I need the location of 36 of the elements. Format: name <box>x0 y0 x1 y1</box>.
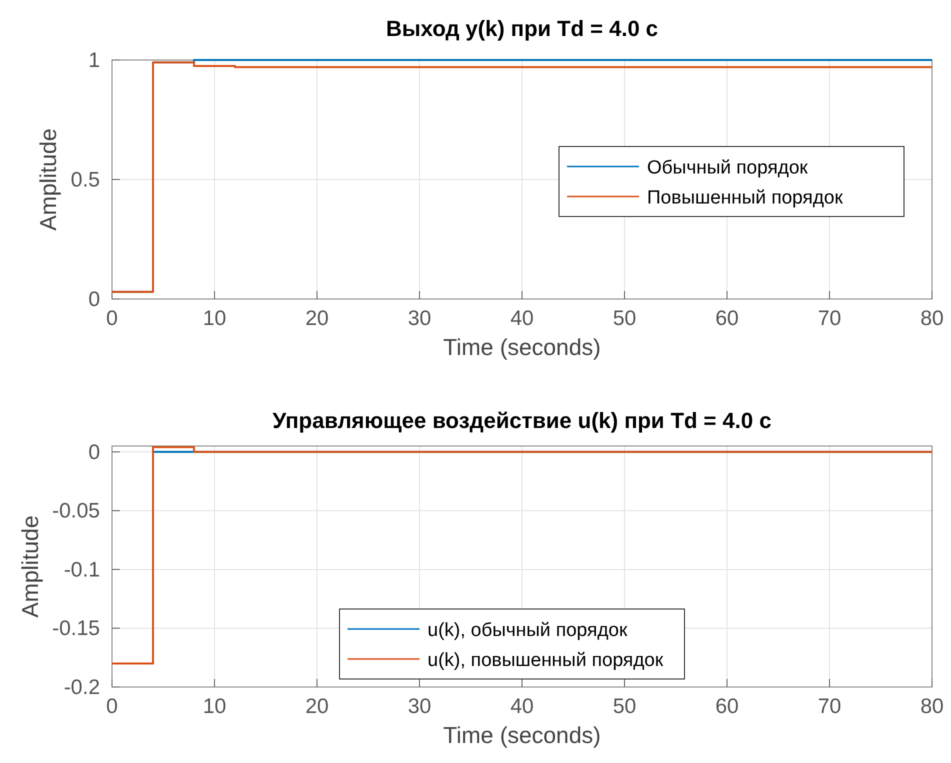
chart-title: Управляющее воздействие u(k) при Td = 4.0 с <box>272 408 772 433</box>
y-axis-title: Amplitude <box>35 128 61 231</box>
x-tick-label: 10 <box>202 695 226 718</box>
x-tick-label: 40 <box>510 307 534 330</box>
legend-label: Обычный порядок <box>647 158 808 178</box>
x-tick-label: 80 <box>920 307 944 330</box>
x-tick-label: 10 <box>202 307 226 330</box>
y-tick-label: 1 <box>88 49 100 72</box>
x-tick-label: 50 <box>612 695 636 718</box>
y-tick-label: 0.5 <box>70 168 100 192</box>
legend-label: u(k), повышенный порядок <box>428 650 664 671</box>
x-tick-label: 30 <box>408 695 432 718</box>
x-tick-label: 60 <box>715 307 739 330</box>
x-tick-label: 70 <box>818 695 842 718</box>
legend-label: u(k), обычный порядок <box>428 620 628 641</box>
x-tick-label: 60 <box>715 695 739 718</box>
x-tick-label: 20 <box>305 307 329 330</box>
chart-title: Выход y(k) при Td = 4.0 с <box>386 16 658 41</box>
x-axis-title: Time (seconds) <box>443 334 601 360</box>
x-tick-label: 30 <box>408 307 432 330</box>
y-tick-label: -0.05 <box>52 500 100 523</box>
y-axis-title: Amplitude <box>17 515 43 618</box>
x-tick-label: 0 <box>106 695 118 718</box>
y-tick-label: -0.15 <box>52 617 100 640</box>
x-tick-label: 20 <box>305 695 329 718</box>
x-axis-title: Time (seconds) <box>443 722 601 748</box>
x-tick-label: 0 <box>106 307 118 330</box>
y-tick-label: 0 <box>88 288 100 311</box>
x-tick-label: 50 <box>612 307 636 330</box>
y-tick-label: -0.2 <box>64 676 100 699</box>
y-tick-label: -0.1 <box>64 558 100 582</box>
x-tick-label: 40 <box>510 695 534 718</box>
x-tick-label: 70 <box>818 307 842 330</box>
legend-label: Повышенный порядок <box>647 188 844 208</box>
y-tick-label: 0 <box>88 440 100 464</box>
x-tick-label: 80 <box>920 695 944 718</box>
